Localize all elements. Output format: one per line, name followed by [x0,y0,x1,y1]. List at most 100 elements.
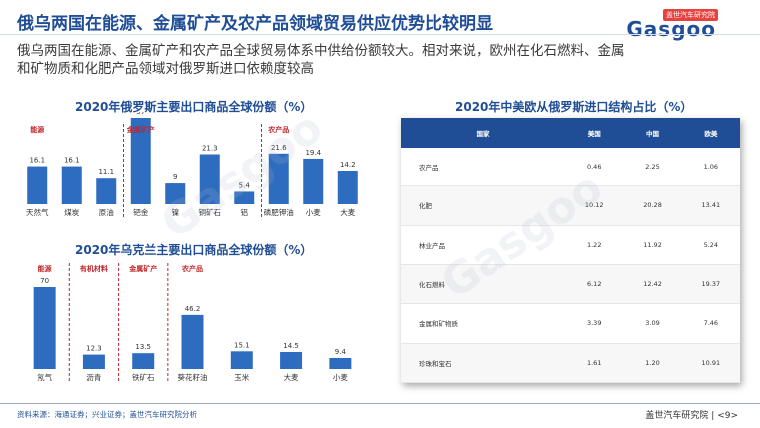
data-label: 46.2 [185,305,201,313]
bar [181,314,204,369]
table-cell: 珍珠和宝石 [401,343,566,384]
import-table-title: 2020年中美欧从俄罗斯进口结构占比（%） [455,100,693,114]
category-label: 钯金 [133,207,148,217]
category-label: 原油 [99,207,114,217]
bar [280,352,303,369]
table-cell: 19.37 [681,264,740,305]
table-cell: 12.42 [623,264,682,305]
table-cell: 3.39 [565,303,624,344]
group-label: 农产品 [181,264,203,273]
category-label: 镍 [172,207,180,217]
table-cell: 1.06 [681,148,740,187]
footer-divider [0,403,760,404]
data-label: 15.1 [234,341,250,349]
category-label: 沥青 [86,372,101,382]
group-label: 金属矿产 [126,125,155,134]
bar [61,166,82,204]
column-header: 欧美 [681,118,740,148]
header-divider [0,34,760,35]
table-cell: 7.46 [681,303,740,344]
table-cell: 化石燃料 [401,264,566,305]
bar [199,154,220,204]
category-label: 大麦 [284,372,299,382]
data-label: 70 [40,277,49,285]
table-cell: 13.41 [681,185,740,226]
category-label: 玉米 [234,372,249,382]
bar [27,166,48,204]
category-label: 小麦 [306,207,321,217]
table-cell: 2.25 [623,148,682,187]
bar [33,287,56,369]
footer-brand: 盖世汽车研究院 | <9> [645,408,738,421]
data-label: 19.4 [305,149,321,157]
data-label: 13.5 [135,343,151,351]
table-cell: 1.22 [565,225,624,265]
data-label: 16.1 [29,157,45,165]
bar [132,353,155,369]
category-label: 铝 [241,207,249,217]
logo-subtitle: 盖世汽车研究院 [663,9,718,21]
table-header-row: 国家 美国 中国 欧美 [401,118,740,148]
category-label: 大麦 [340,207,355,217]
data-label: 21.3 [202,144,218,152]
table-cell: 10.91 [681,343,740,384]
table-row: 珍珠和宝石 1.61 1.20 10.91 [401,343,740,384]
table-row: 化肥 10.12 20.28 13.41 [401,185,740,226]
column-header: 美国 [565,118,624,148]
footer-brand-name: 盖世汽车研究院 [645,411,709,421]
table-cell: 6.12 [565,264,624,305]
data-label: 11.1 [98,168,114,176]
bar [130,118,151,204]
group-label: 有机材料 [80,264,108,273]
category-label: 磷肥钾油 [264,207,294,217]
logo-wordmark: Gasgoo [626,17,716,41]
russia-chart-title: 2020年俄罗斯主要出口商品全球份额（%） [75,100,313,114]
bar [234,191,255,204]
gasgoo-logo: 盖世汽车研究院 Gasgoo [626,4,738,41]
table-cell: 1.20 [623,343,682,384]
ukraine-export-chart: 70 氖气 12.3 沥青 13.5 铁矿石 46.2 葵花籽油 15.1 玉米 14.5 大麦 9.4… [33,263,352,383]
ukraine-chart-title: 2020年乌克兰主要出口商品全球份额（%） [75,243,313,257]
data-label: 21.6 [271,144,287,152]
table-cell: 10.12 [565,185,624,226]
data-label: 9.4 [335,348,347,356]
data-label: 14.5 [283,342,299,350]
table-cell: 20.28 [623,185,682,226]
data-label: 14.2 [340,161,356,169]
category-label: 铜矿石 [199,207,222,217]
column-header: 国家 [401,118,566,148]
bar [329,357,352,369]
table-cell: 林业产品 [401,225,566,265]
bar [268,153,289,204]
russia-export-chart: 16.1 天然气 16.1 煤炭 11.1 原油 37 钯金 9 镍 21.3 铜矿石 5.4 铝 21.6… [26,112,358,218]
bar [96,178,117,204]
bar [230,351,253,369]
table-row: 农产品 0.46 2.25 1.06 [401,148,740,187]
table-cell: 5.24 [681,225,740,265]
group-label: 金属矿产 [128,264,157,273]
bar [303,158,324,204]
bar [337,170,358,204]
footer-separator: | [711,411,718,421]
page-description: 俄乌两国在能源、金属矿产和农产品全球贸易体系中供给份额较大。相对来说，欧州在化石… [17,43,625,77]
source-note: 资料来源：海通证券；兴业证券；盖世汽车研究院分析 [17,410,197,419]
data-label: 16.1 [64,157,80,165]
category-label: 小麦 [333,372,348,382]
data-label: 37 [136,112,145,116]
category-label: 氖气 [37,372,52,382]
table-cell: 0.46 [565,148,624,187]
category-label: 铁矿石 [132,372,155,382]
group-label: 能源 [38,264,52,273]
page-number: <9> [717,411,738,421]
table-cell: 11.92 [623,225,682,265]
column-header: 中国 [623,118,682,148]
category-label: 葵花籽油 [178,372,208,382]
group-label: 农产品 [267,125,289,134]
table-cell: 化肥 [401,185,566,226]
bar [165,183,186,204]
table-cell: 金属和矿物质 [401,303,566,344]
table-row: 金属和矿物质 3.39 3.09 7.46 [401,303,740,344]
data-label: 12.3 [86,345,102,353]
data-label: 9 [173,173,177,181]
data-label: 5.4 [239,181,251,189]
